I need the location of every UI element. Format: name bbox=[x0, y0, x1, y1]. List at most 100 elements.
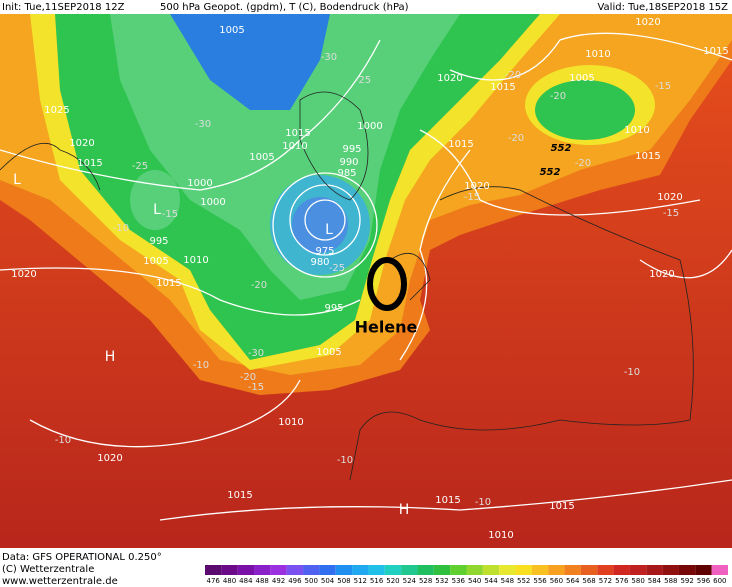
scale-swatch bbox=[319, 565, 336, 575]
temperature-label: -10 bbox=[55, 435, 71, 446]
scale-swatch bbox=[237, 565, 255, 575]
scale-label: 532 bbox=[435, 577, 448, 585]
temperature-label: -15 bbox=[655, 81, 671, 92]
temperature-label: -20 bbox=[550, 91, 566, 102]
scale-label: 548 bbox=[501, 577, 514, 585]
scale-label: 488 bbox=[256, 577, 269, 585]
temperature-label: -10 bbox=[193, 360, 209, 371]
temperature-label: -20 bbox=[240, 372, 256, 383]
isobar-label: 1020 bbox=[437, 73, 462, 84]
isobar-label: 1010 bbox=[282, 141, 307, 152]
scale-swatch bbox=[368, 565, 385, 575]
isobar-label: 1020 bbox=[464, 181, 489, 192]
footer-data: Data: GFS OPERATIONAL 0.250° bbox=[2, 552, 162, 563]
scale-label: 592 bbox=[680, 577, 693, 585]
scale-swatch bbox=[499, 565, 516, 575]
isobar-label: 1020 bbox=[635, 17, 660, 28]
scale-swatch bbox=[466, 565, 483, 575]
temperature-label: -20 bbox=[505, 70, 521, 81]
scale-swatch bbox=[613, 565, 630, 575]
temperature-label: -20 bbox=[251, 280, 267, 291]
scale-label: 560 bbox=[550, 577, 563, 585]
isobar-label: 1010 bbox=[278, 417, 303, 428]
isobars bbox=[0, 32, 732, 521]
isobar-label: 995 bbox=[342, 144, 361, 155]
isobar-label: 1000 bbox=[187, 178, 212, 189]
isobar-label: 1020 bbox=[649, 269, 674, 280]
temperature-label: -15 bbox=[248, 382, 264, 393]
isobar-label: 1015 bbox=[77, 158, 102, 169]
init-text: Init: Tue,11SEP2018 12Z bbox=[2, 2, 125, 13]
scale-label: 600 bbox=[713, 577, 726, 585]
isobar-label: 995 bbox=[324, 303, 343, 314]
scale-swatch bbox=[597, 565, 614, 575]
isobar-label: 1025 bbox=[44, 105, 69, 116]
isobar-label: 975 bbox=[315, 246, 334, 257]
isobar-label: 985 bbox=[337, 168, 356, 179]
scale-swatch bbox=[515, 565, 532, 575]
coastlines bbox=[0, 91, 694, 481]
temperature-label: -25 bbox=[329, 263, 345, 274]
scale-label: 512 bbox=[354, 577, 367, 585]
temperature-label: -10 bbox=[113, 223, 129, 234]
scale-swatch bbox=[254, 565, 271, 575]
scale-label: 480 bbox=[223, 577, 236, 585]
scale-label: 584 bbox=[648, 577, 662, 585]
scale-swatch bbox=[433, 565, 451, 575]
isobar-label: 1015 bbox=[285, 128, 310, 139]
temperature-label: -15 bbox=[663, 208, 679, 219]
title-text: 500 hPa Geopot. (gpdm), T (C), Bodendruc… bbox=[160, 2, 409, 13]
footer-url: www.wetterzentrale.de bbox=[2, 576, 118, 587]
scale-label: 504 bbox=[321, 577, 335, 585]
scale-swatch bbox=[548, 565, 565, 575]
temperature-label: -10 bbox=[475, 497, 491, 508]
scale-swatch bbox=[221, 565, 238, 575]
isobar-label: 1005 bbox=[143, 256, 168, 267]
scale-label: 508 bbox=[337, 577, 350, 585]
isobar-label: 1005 bbox=[219, 25, 244, 36]
scale-label: 536 bbox=[452, 577, 466, 585]
map-labels: 1005 1025 1020 1015 1015 1010 1005 1000 1000 995 1… bbox=[11, 17, 728, 541]
isobar-label: 1015 bbox=[227, 490, 252, 501]
isobar-label: 1020 bbox=[11, 269, 36, 280]
footer-copyright: (C) Wetterzentrale bbox=[2, 564, 94, 575]
isobar-label: 1015 bbox=[703, 46, 728, 57]
isobar-label: 1020 bbox=[97, 453, 122, 464]
isobar-label: 1015 bbox=[549, 501, 574, 512]
temperature-label: -30 bbox=[321, 52, 337, 63]
scale-label: 572 bbox=[599, 577, 612, 585]
temperature-label: -10 bbox=[624, 367, 640, 378]
scale-swatch bbox=[531, 565, 549, 575]
scale-label: 520 bbox=[386, 577, 399, 585]
isobar-label: 1005 bbox=[316, 347, 341, 358]
scale-swatch bbox=[286, 565, 304, 575]
isobar-label: 1015 bbox=[156, 278, 181, 289]
scale-label: 568 bbox=[582, 577, 595, 585]
isobar-label: 980 bbox=[310, 257, 329, 268]
pressure-center: H bbox=[399, 502, 410, 518]
scale-swatch bbox=[629, 565, 647, 575]
color-scale: 476 480 484 488 492 496 500 504 508 512 516 520 524 5… bbox=[205, 565, 728, 585]
scale-label: 476 bbox=[206, 577, 220, 585]
header-bg bbox=[0, 0, 732, 14]
scale-label: 524 bbox=[403, 577, 417, 585]
scale-swatch bbox=[450, 565, 467, 575]
scale-swatch bbox=[678, 565, 696, 575]
scale-label: 484 bbox=[239, 577, 253, 585]
pressure-center: L bbox=[153, 202, 161, 218]
scale-label: 496 bbox=[288, 577, 302, 585]
isobar-label: 1000 bbox=[200, 197, 225, 208]
height-label: 552 bbox=[551, 143, 572, 154]
isobar-label: 990 bbox=[339, 157, 358, 168]
isobar-label: 995 bbox=[149, 236, 168, 247]
scale-swatch bbox=[352, 565, 369, 575]
isobar-label: 1015 bbox=[490, 82, 515, 93]
scale-label: 528 bbox=[419, 577, 432, 585]
isobar-label: 1020 bbox=[657, 192, 682, 203]
scale-swatch bbox=[711, 565, 728, 575]
scale-swatch bbox=[482, 565, 500, 575]
isobar-label: 1000 bbox=[357, 121, 382, 132]
scale-swatch bbox=[662, 565, 679, 575]
scale-label: 564 bbox=[566, 577, 580, 585]
